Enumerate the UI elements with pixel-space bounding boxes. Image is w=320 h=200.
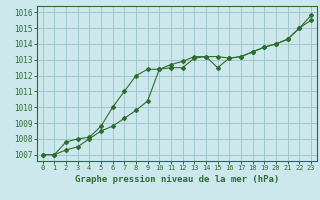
X-axis label: Graphe pression niveau de la mer (hPa): Graphe pression niveau de la mer (hPa) (75, 175, 279, 184)
